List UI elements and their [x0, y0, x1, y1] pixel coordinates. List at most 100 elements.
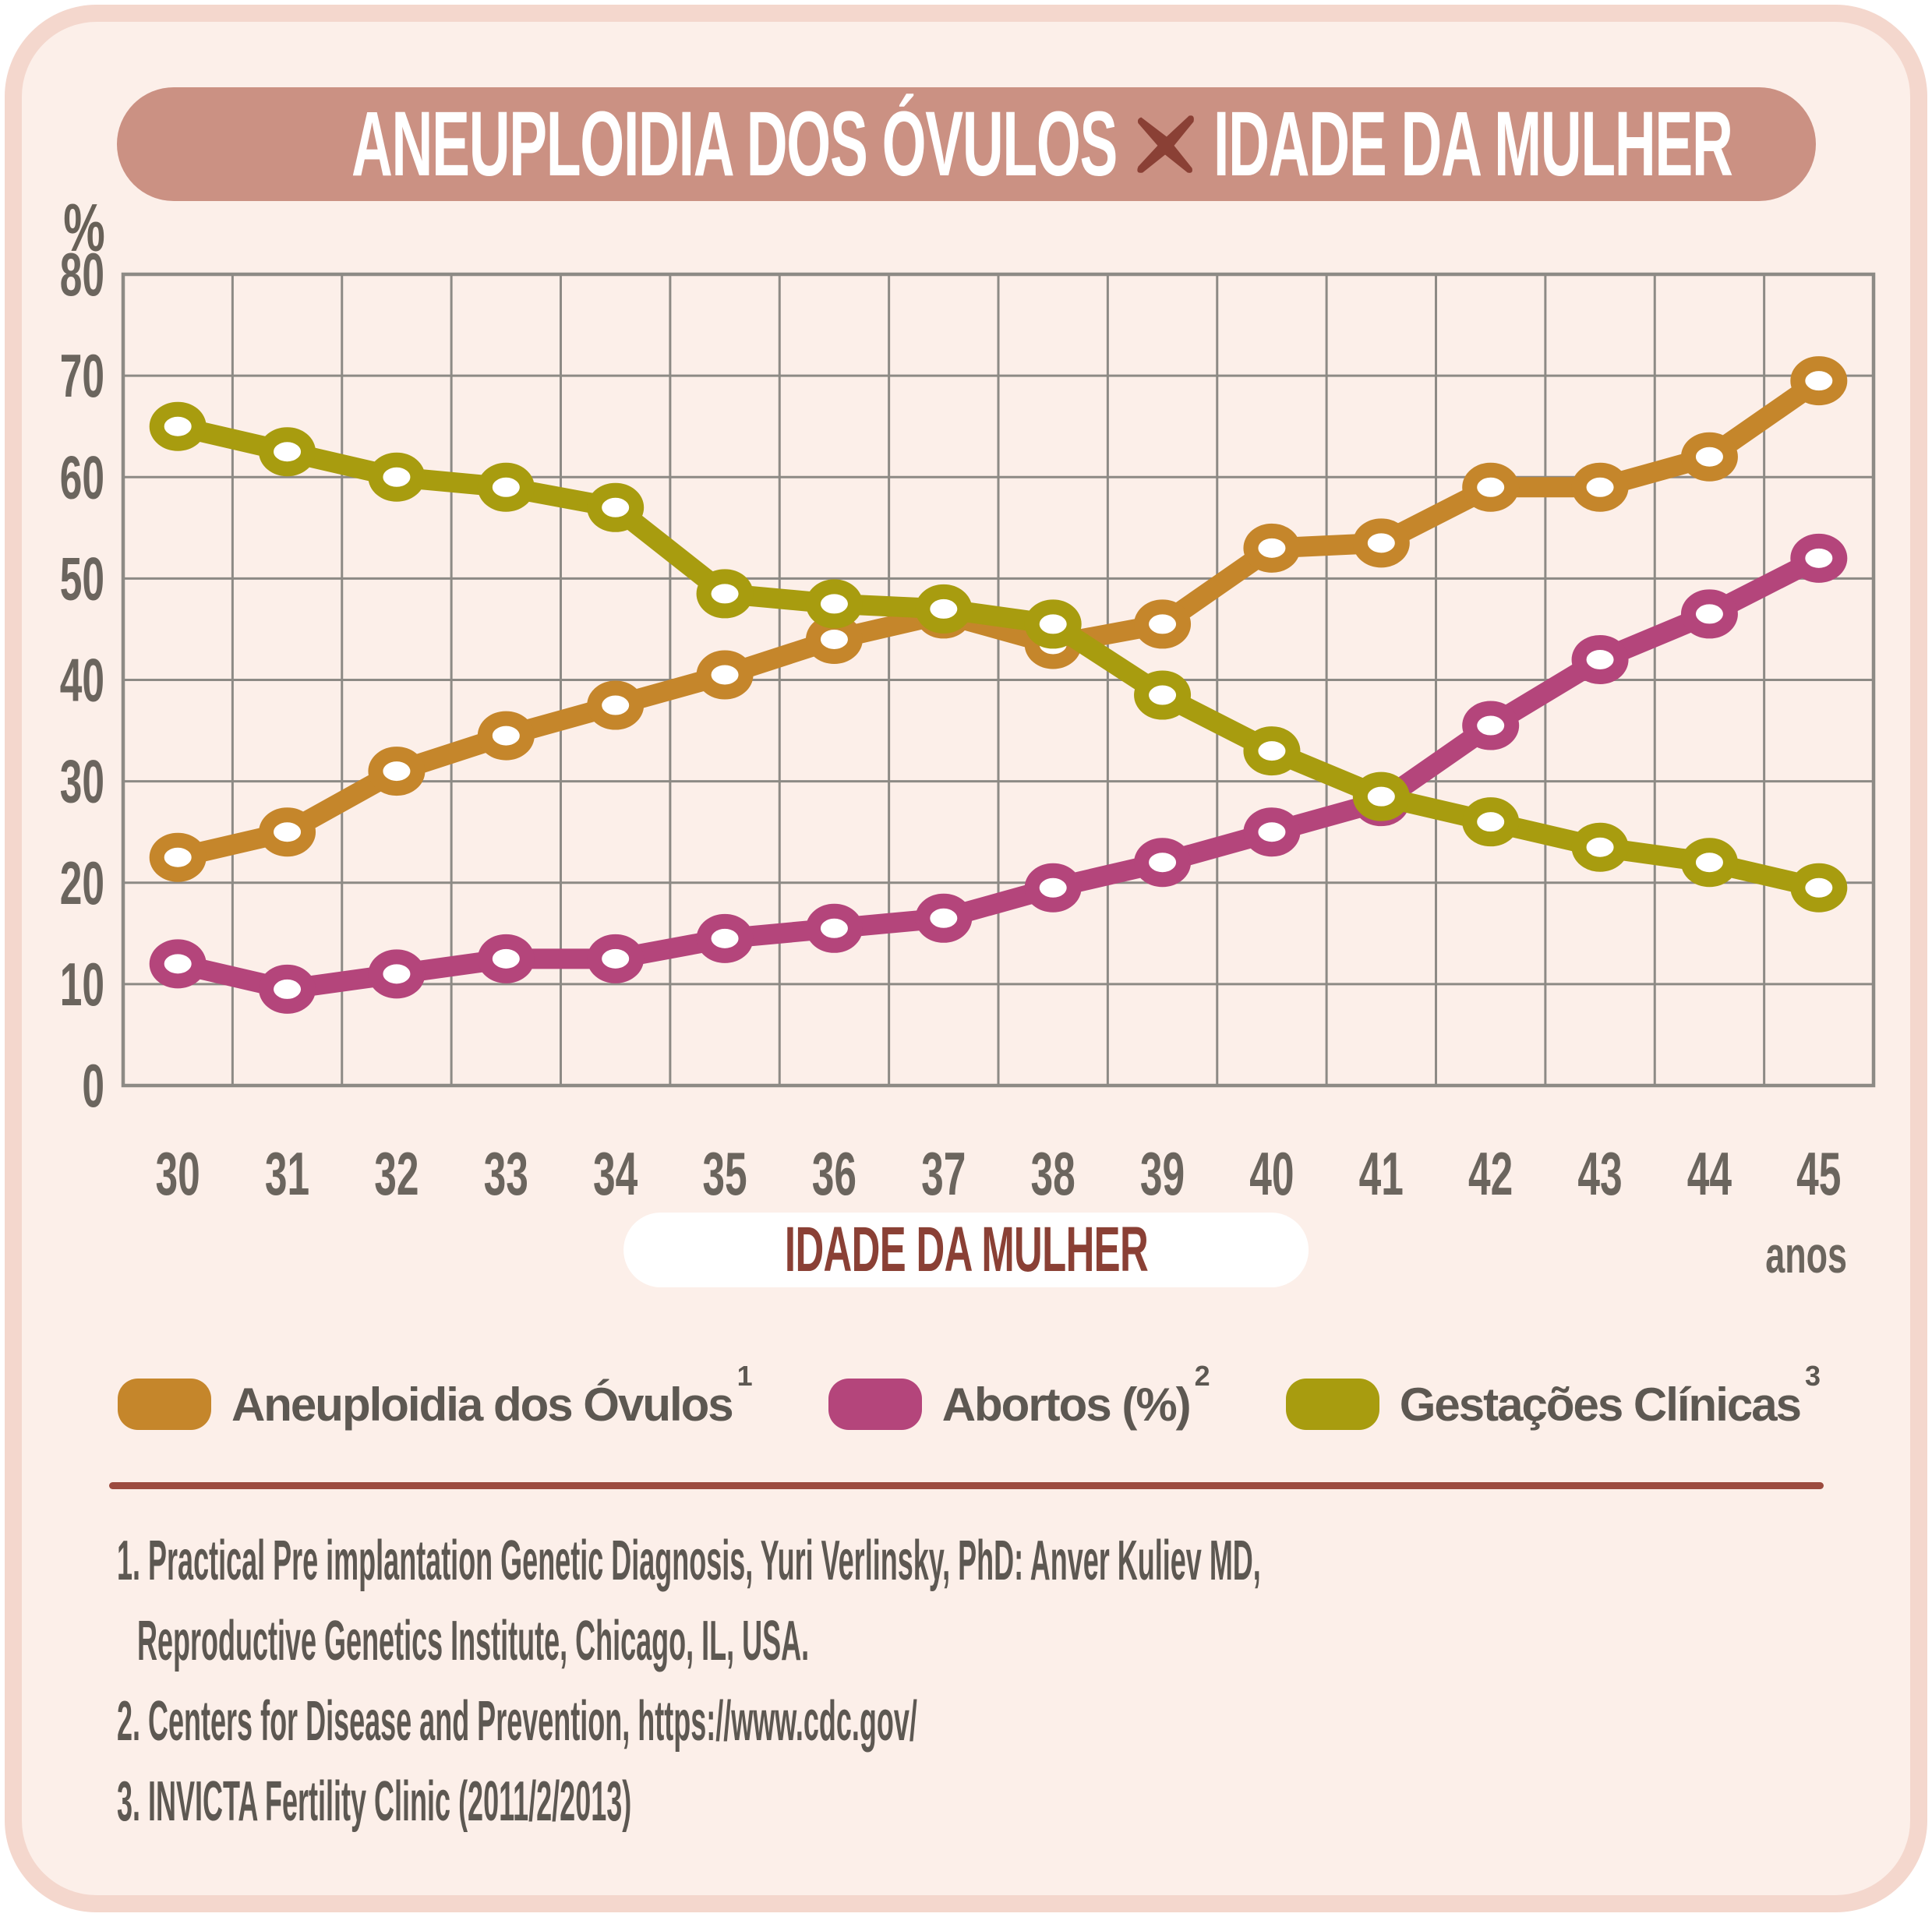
- x-axis-unit-label: anos: [1765, 1226, 1847, 1283]
- data-point-marker: [1462, 701, 1520, 750]
- x-tick-label: 31: [265, 1140, 309, 1208]
- data-point-marker: [1571, 634, 1629, 684]
- x-tick-label: 35: [702, 1140, 747, 1208]
- footnote-line: 1. Practical Pre implantation Genetic Di…: [117, 1530, 1261, 1592]
- data-point-marker: [587, 934, 645, 983]
- x-tick-label: 44: [1687, 1140, 1732, 1208]
- data-point-marker: [1790, 533, 1848, 583]
- page-title-part1: ANEUPLOIDIA DOS ÓVULOS: [351, 93, 1118, 196]
- data-point-marker: [1134, 670, 1192, 720]
- plot-border: [121, 272, 1876, 1088]
- data-point-marker: [1134, 599, 1192, 649]
- title-banner: ANEUPLOIDIA DOS ÓVULOS IDADE DA MULHER: [117, 87, 1816, 201]
- data-point-marker: [1680, 589, 1738, 639]
- legend-item-aneuploidia: Aneuploidia dos Óvulos1: [117, 1359, 753, 1432]
- y-tick-label: 40: [60, 647, 104, 715]
- data-point-marker: [477, 462, 535, 512]
- data-point-marker: [587, 482, 645, 532]
- y-tick-label: 70: [60, 342, 104, 410]
- y-tick-label: 50: [60, 545, 104, 613]
- data-point-marker: [1352, 771, 1410, 821]
- x-tick-label: 38: [1031, 1140, 1075, 1208]
- y-axis-unit-label: %: [63, 191, 105, 266]
- footnote-line: 2. Centers for Disease and Prevention, h…: [117, 1690, 917, 1753]
- data-point-marker: [368, 949, 426, 999]
- data-point-marker: [1134, 838, 1192, 888]
- footnote-line: Reproductive Genetics Institute, Chicago…: [137, 1610, 810, 1672]
- data-point-marker: [1790, 863, 1848, 913]
- x-tick-label: 41: [1359, 1140, 1404, 1208]
- data-point-marker: [1790, 356, 1848, 406]
- data-point-marker: [1024, 599, 1082, 649]
- legend-swatch-aneuploidia: [117, 1379, 211, 1430]
- legend-label: Abortos (%)2: [941, 1359, 1210, 1431]
- x-tick-label: 34: [593, 1140, 638, 1208]
- data-point-marker: [368, 452, 426, 502]
- legend-item-abortos: Abortos (%)2: [828, 1359, 1210, 1432]
- data-point-marker: [805, 579, 863, 629]
- footnotes-block: 1. Practical Pre implantation Genetic Di…: [117, 1521, 1261, 1842]
- y-tick-label: 0: [82, 1052, 104, 1120]
- data-point-marker: [1024, 863, 1082, 913]
- data-point-marker: [1243, 807, 1301, 857]
- legend-label: Aneuploidia dos Óvulos1: [231, 1359, 753, 1431]
- legend-swatch-abortos: [828, 1379, 922, 1430]
- y-tick-label: 60: [60, 444, 104, 512]
- x-axis-title-pill: IDADE DA MULHER: [623, 1213, 1309, 1287]
- x-cross-icon: [1137, 115, 1195, 173]
- data-point-marker: [149, 939, 207, 989]
- x-tick-label: 43: [1577, 1140, 1622, 1208]
- data-point-marker: [1462, 462, 1520, 512]
- footnote-divider: [109, 1482, 1824, 1489]
- data-point-marker: [259, 964, 316, 1014]
- legend-item-gestacoes: Gestações Clínicas3: [1285, 1359, 1821, 1432]
- x-tick-label: 42: [1468, 1140, 1513, 1208]
- legend-swatch-gestacoes: [1285, 1379, 1379, 1430]
- y-tick-label: 30: [60, 748, 104, 816]
- data-point-marker: [915, 584, 973, 634]
- page-title-part2: IDADE DA MULHER: [1213, 93, 1733, 196]
- footnote-ref: 2: [1194, 1359, 1210, 1392]
- y-tick-label: 80: [60, 241, 104, 309]
- series-line-Gestações Clínicas: [168, 416, 1829, 898]
- data-point-marker: [149, 832, 207, 882]
- legend-label: Gestações Clínicas3: [1399, 1359, 1821, 1431]
- x-tick-label: 37: [921, 1140, 966, 1208]
- data-point-marker: [805, 903, 863, 953]
- data-point-marker: [477, 711, 535, 761]
- x-tick-label: 36: [812, 1140, 857, 1208]
- data-point-marker: [1680, 838, 1738, 888]
- data-point-marker: [477, 934, 535, 983]
- data-point-marker: [1571, 822, 1629, 872]
- footnote-ref: 3: [1805, 1359, 1821, 1392]
- footnote-line: 3. INVICTA Fertility Clinic (2011/2/2013…: [117, 1770, 632, 1833]
- x-tick-label: 30: [156, 1140, 200, 1208]
- card-background: [5, 5, 1927, 1912]
- data-point-marker: [915, 893, 973, 943]
- x-tick-label: 39: [1140, 1140, 1185, 1208]
- series-line-Abortos (%): [168, 548, 1829, 1000]
- data-point-marker: [368, 747, 426, 796]
- data-point-marker: [149, 401, 207, 451]
- x-tick-label: 33: [484, 1140, 528, 1208]
- data-point-marker: [1352, 518, 1410, 568]
- data-point-marker: [1243, 726, 1301, 776]
- data-point-marker: [696, 913, 754, 963]
- x-tick-label: 40: [1249, 1140, 1294, 1208]
- data-point-marker: [1462, 797, 1520, 847]
- data-point-marker: [1680, 432, 1738, 482]
- x-axis-title: IDADE DA MULHER: [784, 1214, 1148, 1285]
- x-tick-label: 45: [1796, 1140, 1841, 1208]
- data-point-marker: [1243, 523, 1301, 573]
- data-point-marker: [696, 569, 754, 619]
- x-tick-label: 32: [374, 1140, 419, 1208]
- data-point-marker: [259, 427, 316, 477]
- data-point-marker: [1571, 462, 1629, 512]
- series-line-Aneuploidia dos Óvulos: [168, 370, 1829, 868]
- y-tick-label: 10: [60, 951, 104, 1019]
- footnote-ref: 1: [736, 1359, 753, 1392]
- data-point-marker: [587, 680, 645, 730]
- y-tick-label: 20: [60, 849, 104, 917]
